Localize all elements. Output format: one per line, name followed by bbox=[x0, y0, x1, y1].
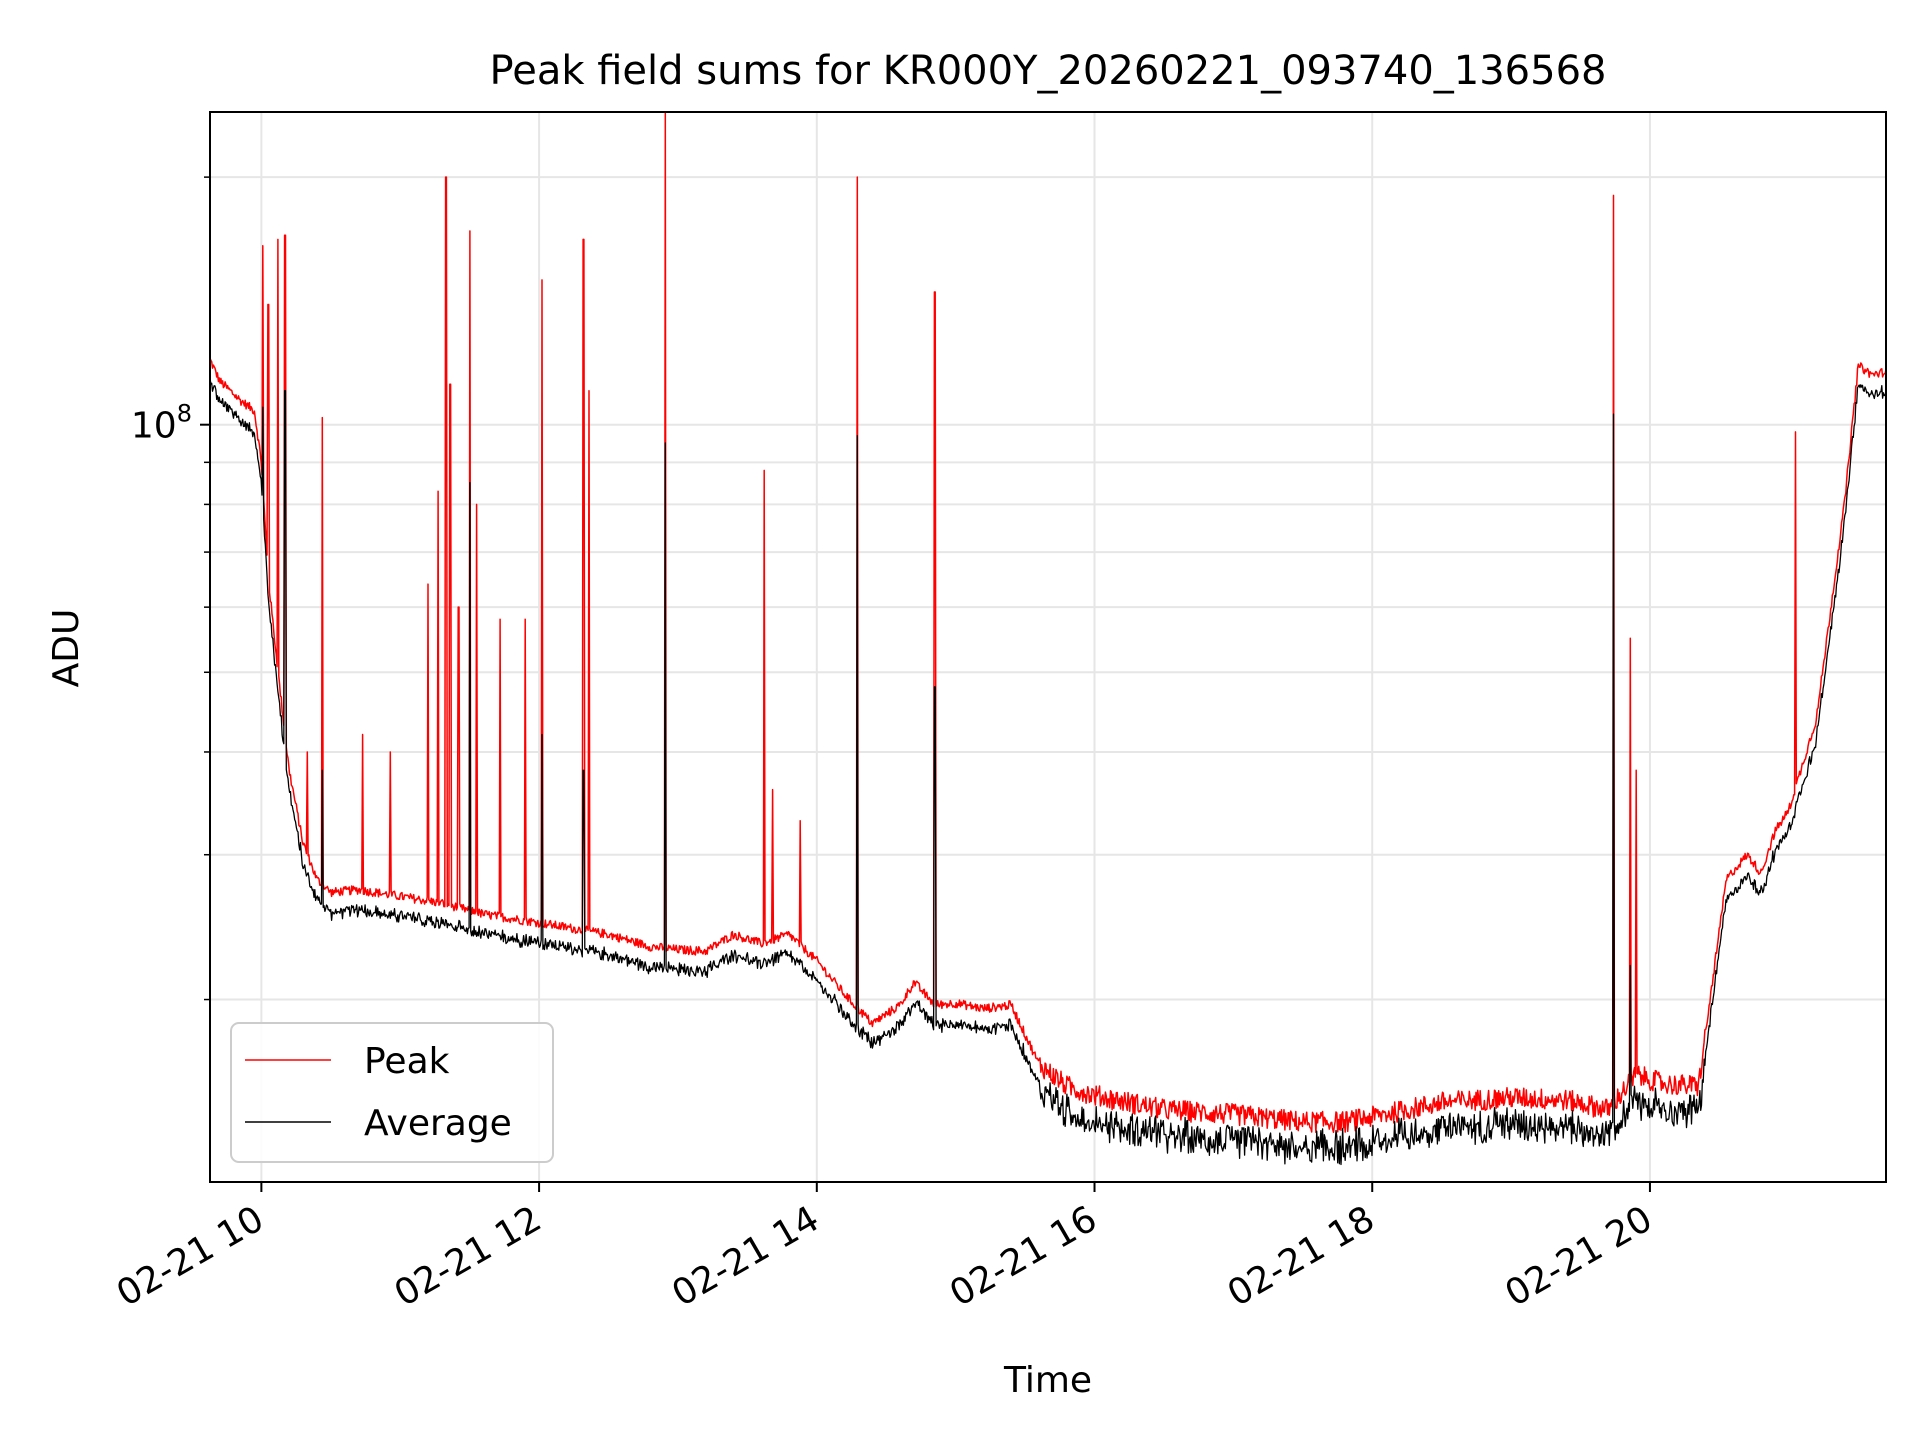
series-line-average bbox=[210, 376, 1886, 1166]
legend-label-average: Average bbox=[364, 1103, 512, 1144]
plot-frame bbox=[209, 111, 1887, 1183]
y-tick-label: 108 bbox=[131, 400, 192, 447]
legend-label-peak: Peak bbox=[364, 1041, 450, 1082]
y-axis-label: ADU bbox=[46, 609, 87, 688]
legend-box bbox=[230, 1022, 554, 1163]
legend: Peak Average bbox=[230, 1022, 554, 1163]
plot-series bbox=[210, 112, 1886, 1166]
series-line-peak bbox=[210, 112, 1886, 1134]
grid bbox=[210, 112, 1886, 1182]
chart-title: Peak field sums for KR000Y_20260221_0937… bbox=[490, 48, 1607, 94]
x-axis-label: Time bbox=[1003, 1360, 1092, 1401]
